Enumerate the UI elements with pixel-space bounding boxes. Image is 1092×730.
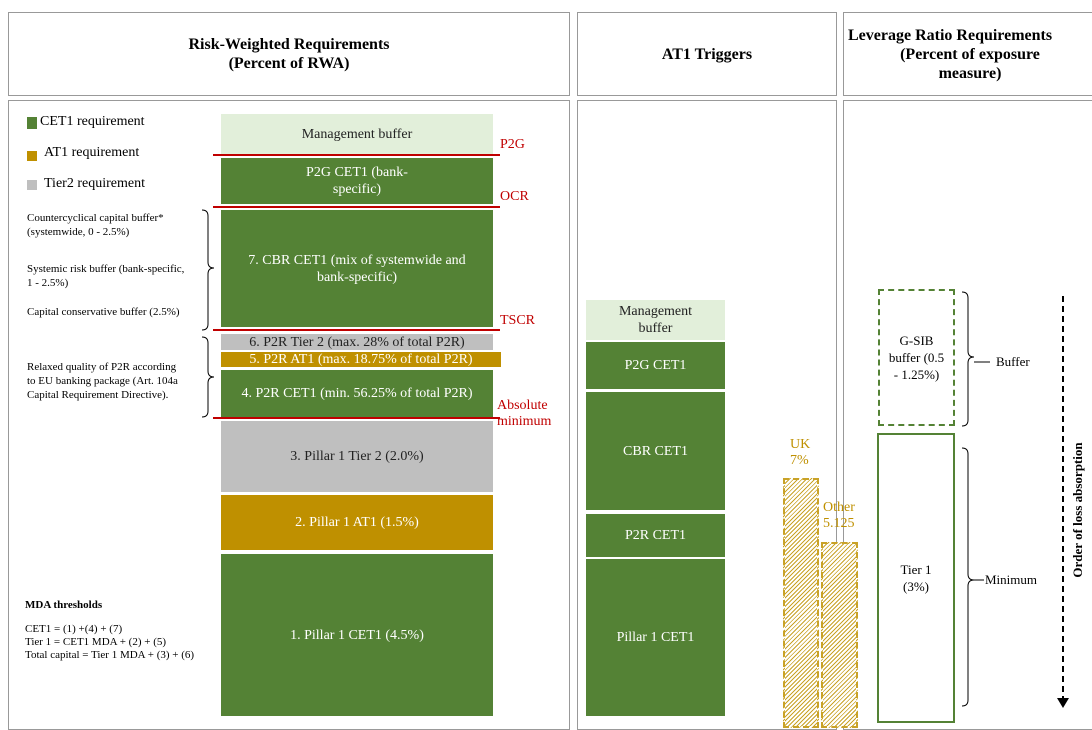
note: Relaxed quality of P2R according to EU b… [27,361,178,401]
block: Pillar 1 CET1 [586,559,725,716]
panel-header: AT1 Triggers [577,12,837,96]
panel-title: Leverage Ratio Requirements [848,26,1053,44]
legend-label: AT1 requirement [44,145,140,160]
block: P2G CET1 [586,342,725,389]
mda-title: MDA thresholds [25,599,103,611]
block: 3. Pillar 1 Tier 2 (2.0%) [221,421,493,492]
box: Tier 1 (3%) [877,433,955,723]
trigger-value: 5.125 [823,516,855,531]
block: 7. CBR CET1 (mix of systemwide and bank-… [221,210,493,327]
legend-swatch [27,117,37,129]
trigger-name: Other [823,500,855,515]
mda-line: Total capital = Tier 1 MDA + (3) + (6) [25,649,195,661]
block: P2G CET1 (bank-specific) [221,158,493,204]
box: G-SIB buffer (0.5 - 1.25%) [878,289,955,426]
panel-title: AT1 Triggers [661,45,753,63]
block: 2. Pillar 1 AT1 (1.5%) [221,495,493,550]
panel-subtitle: (Percent of exposure measure) [900,45,1040,82]
block: CBR CET1 [586,392,725,510]
panel-subtitle: (Percent of RWA) [228,55,350,72]
threshold-label: P2G [500,137,525,152]
brace [201,336,215,418]
block: P2R CET1 [586,514,725,557]
note: Systemic risk buffer (bank-specific, 1 -… [27,263,185,289]
block: Management buffer [586,300,725,340]
legend-label: Tier2 requirement [44,176,145,191]
trigger-bar [821,542,858,728]
threshold-line [213,154,500,156]
threshold-line [213,417,500,419]
mda-line: Tier 1 = CET1 MDA + (2) + (5) [25,636,167,648]
note: Capital conservative buffer (2.5%) [27,306,180,318]
panel-header: Risk-Weighted Requirements (Percent of RW… [8,12,570,96]
threshold-label: TSCR [500,313,536,328]
brace [201,209,215,331]
arrow-head [1057,698,1069,708]
legend-swatch [27,180,37,190]
threshold-line [213,206,500,208]
block: Management buffer [221,114,493,154]
trigger-bar [783,478,819,728]
legend-swatch [27,151,37,161]
trigger-name: UK [790,437,811,452]
block: 4. P2R CET1 (min. 56.25% of total P2R) [221,370,493,417]
arrow-label: Order of loss absorption [1070,442,1085,578]
block: 5. P2R AT1 (max. 18.75% of total P2R) [221,352,501,367]
brace [961,291,975,427]
legend-label: CET1 requirement [40,114,145,129]
note: Countercyclical capital buffer* (systemw… [27,212,164,238]
mda-line: CET1 = (1) +(4) + (7) [25,623,123,635]
threshold-label: Absolute minimum [497,398,552,429]
block: 6. P2R Tier 2 (max. 28% of total P2R) [221,334,493,350]
trigger-label: Other 5.125 [823,500,855,532]
trigger-value: 7% [790,453,809,468]
label: Minimum [985,572,1038,587]
trigger-label: UK 7% [790,437,810,469]
brace [961,447,975,707]
label: Buffer [996,354,1030,369]
threshold-line [213,329,500,331]
panel-header: Leverage Ratio Requirements (Percent of e… [843,12,1092,96]
threshold-label: OCR [500,189,529,204]
block: 1. Pillar 1 CET1 (4.5%) [221,554,493,716]
panel-title: Risk-Weighted Requirements [188,36,390,53]
